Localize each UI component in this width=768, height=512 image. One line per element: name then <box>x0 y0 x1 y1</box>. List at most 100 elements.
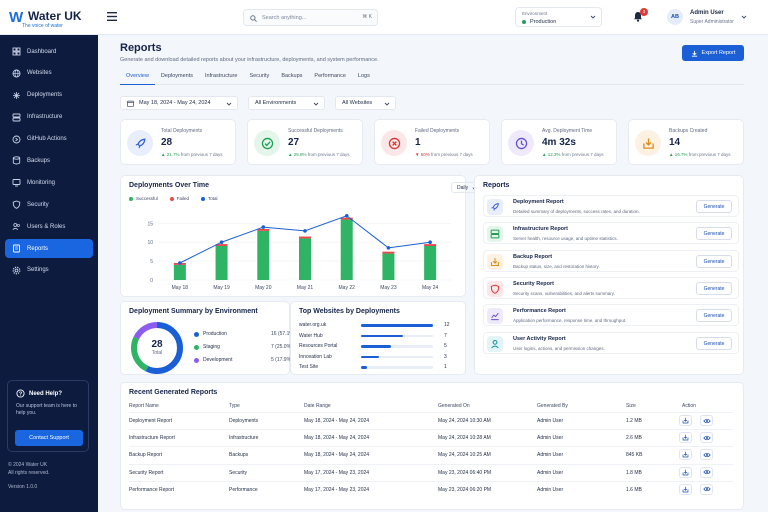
chevron-down-icon <box>384 102 390 106</box>
x-tick-label: May 22 <box>339 285 356 291</box>
report-icon-wrap <box>487 280 503 297</box>
table-cell: Admin User <box>537 418 564 424</box>
download-button[interactable] <box>679 449 692 461</box>
tab-infrastructure[interactable]: Infrastructure <box>205 73 238 79</box>
stat-card: Backups Created 14 ▲ 16.7% from previous… <box>628 119 744 165</box>
generate-button[interactable]: Generate <box>696 309 732 323</box>
environment-select[interactable]: Environment Production <box>515 7 602 27</box>
sidebar-item-settings[interactable]: Settings <box>5 261 93 280</box>
sidebar-item-infrastructure[interactable]: Infrastructure <box>5 108 93 127</box>
chevron-down-icon <box>226 102 232 106</box>
environments-select[interactable]: All Environments <box>248 96 325 110</box>
tab-security[interactable]: Security <box>249 73 270 79</box>
logo-text: Water UK <box>28 9 82 23</box>
contact-support-button[interactable]: Contact Support <box>15 430 83 446</box>
table-row: Performance Report Performance May 17, 202… <box>129 480 733 498</box>
table-cell: Admin User <box>537 469 564 476</box>
sidebar-item-monitoring[interactable]: Monitoring <box>5 173 93 192</box>
report-tabs: Overview Deployments Infrastructure Secu… <box>120 72 744 85</box>
deploy-icon <box>12 91 20 99</box>
generate-button[interactable]: Generate <box>696 336 732 350</box>
table-row: Infrastructure Report Infrastructure May 1… <box>129 429 733 446</box>
donut-slice <box>131 322 183 374</box>
website-count: 12 <box>444 322 450 328</box>
backup-icon <box>642 137 654 149</box>
report-icon <box>12 244 20 253</box>
brand-logo[interactable]: W Water UK The voice of water <box>0 0 98 35</box>
websites-select[interactable]: All Websites <box>335 96 396 110</box>
notifications-button[interactable]: 3 <box>633 8 648 24</box>
website-name: Innovation Lab <box>299 353 332 360</box>
nav-icon-wrap <box>11 178 21 188</box>
website-name: Resources Portal <box>299 343 338 350</box>
download-icon <box>691 50 697 57</box>
date-range-select[interactable]: May 18, 2024 - May 24, 2024 <box>120 96 238 110</box>
view-button[interactable] <box>700 466 713 478</box>
table-cell: Backups <box>229 452 249 459</box>
period-value: Daily <box>457 185 469 191</box>
tab-performance[interactable]: Performance <box>314 73 346 79</box>
generate-button[interactable]: Generate <box>696 254 732 268</box>
sidebar-item-backups[interactable]: Backups <box>5 151 93 170</box>
table-cell: Performance Report <box>129 486 175 493</box>
tab-deployments[interactable]: Deployments <box>160 73 194 79</box>
bar-failed <box>215 244 228 246</box>
view-button[interactable] <box>700 483 713 495</box>
copyright: © 2024 Water UK <box>8 462 48 468</box>
stat-value: 4m 32s <box>542 137 576 148</box>
export-report-button[interactable]: Export Report <box>682 45 744 61</box>
tab-logs[interactable]: Logs <box>357 73 370 79</box>
view-button[interactable] <box>700 432 713 444</box>
website-bar-track <box>361 334 433 338</box>
bar-failed <box>424 244 437 246</box>
sidebar-item-dashboard[interactable]: Dashboard <box>5 42 93 61</box>
x-tick-label: May 19 <box>213 285 230 291</box>
user-menu-chevron-icon[interactable] <box>741 14 747 20</box>
environment-status-dot <box>522 20 526 24</box>
avatar[interactable]: AB <box>667 9 683 25</box>
sidebar-item-deployments[interactable]: Deployments <box>5 86 93 105</box>
sidebar-item-websites[interactable]: Websites <box>5 64 93 83</box>
help-title-text: Need Help? <box>29 390 63 397</box>
generate-button[interactable]: Generate <box>696 227 732 241</box>
table-cell: May 24, 2024 10:30 AM <box>438 418 491 424</box>
view-button[interactable] <box>700 449 713 461</box>
stat-label: Successful Deployments <box>288 128 343 134</box>
generate-button[interactable]: Generate <box>696 200 732 213</box>
sidebar-item-github-actions[interactable]: GitHub Actions <box>5 130 93 149</box>
sidebar-nav: Dashboard Websites Deployments Infrastru… <box>5 42 93 283</box>
sidebar-item-security[interactable]: Security <box>5 195 93 214</box>
generate-button[interactable]: Generate <box>696 281 732 295</box>
column-header: Size <box>626 403 636 409</box>
download-button[interactable] <box>679 415 692 426</box>
sidebar-item-reports[interactable]: Reports <box>5 239 93 259</box>
stat-card: Successful Deployments 27 ▲ 25.8% from p… <box>247 119 363 165</box>
stat-label: Failed Deployments <box>415 128 460 134</box>
summary-label: Production <box>203 331 227 337</box>
stat-icon-circle <box>254 130 280 156</box>
top-websites-panel: Top Websites by Deployments water.org.uk… <box>290 301 466 375</box>
download-button[interactable] <box>679 432 692 444</box>
table-row: Deployment Report Deployments May 18, 2024… <box>129 412 733 429</box>
download-icon <box>682 469 689 475</box>
donut-total: 28 <box>151 339 163 350</box>
menu-icon[interactable] <box>107 12 117 21</box>
download-button[interactable] <box>679 466 692 478</box>
legend-failed: Failed <box>169 196 189 201</box>
view-button[interactable] <box>700 415 713 426</box>
download-button[interactable] <box>679 483 692 495</box>
stat-change: ▲ 16.7% from previous 7 days <box>669 152 731 157</box>
bar-successful <box>382 253 395 280</box>
tab-overview[interactable]: Overview <box>120 72 155 85</box>
summary-title: Deployment Summary by Environment <box>129 308 258 315</box>
nav-icon-wrap <box>11 112 21 122</box>
tab-backups[interactable]: Backups <box>281 73 303 79</box>
report-description: User logins, actions, and permission cha… <box>513 345 605 351</box>
sidebar-item-users-roles[interactable]: Users & Roles <box>5 217 93 236</box>
websites-value: All Websites <box>342 100 373 106</box>
search-input[interactable]: Search anything... ⌘ K <box>243 9 378 26</box>
user-name[interactable]: Admin User <box>690 10 724 16</box>
table-cell: May 24, 2024 10:25 AM <box>438 452 491 459</box>
bar-successful <box>257 230 270 280</box>
table-cell: 1.6 MB <box>626 486 642 493</box>
